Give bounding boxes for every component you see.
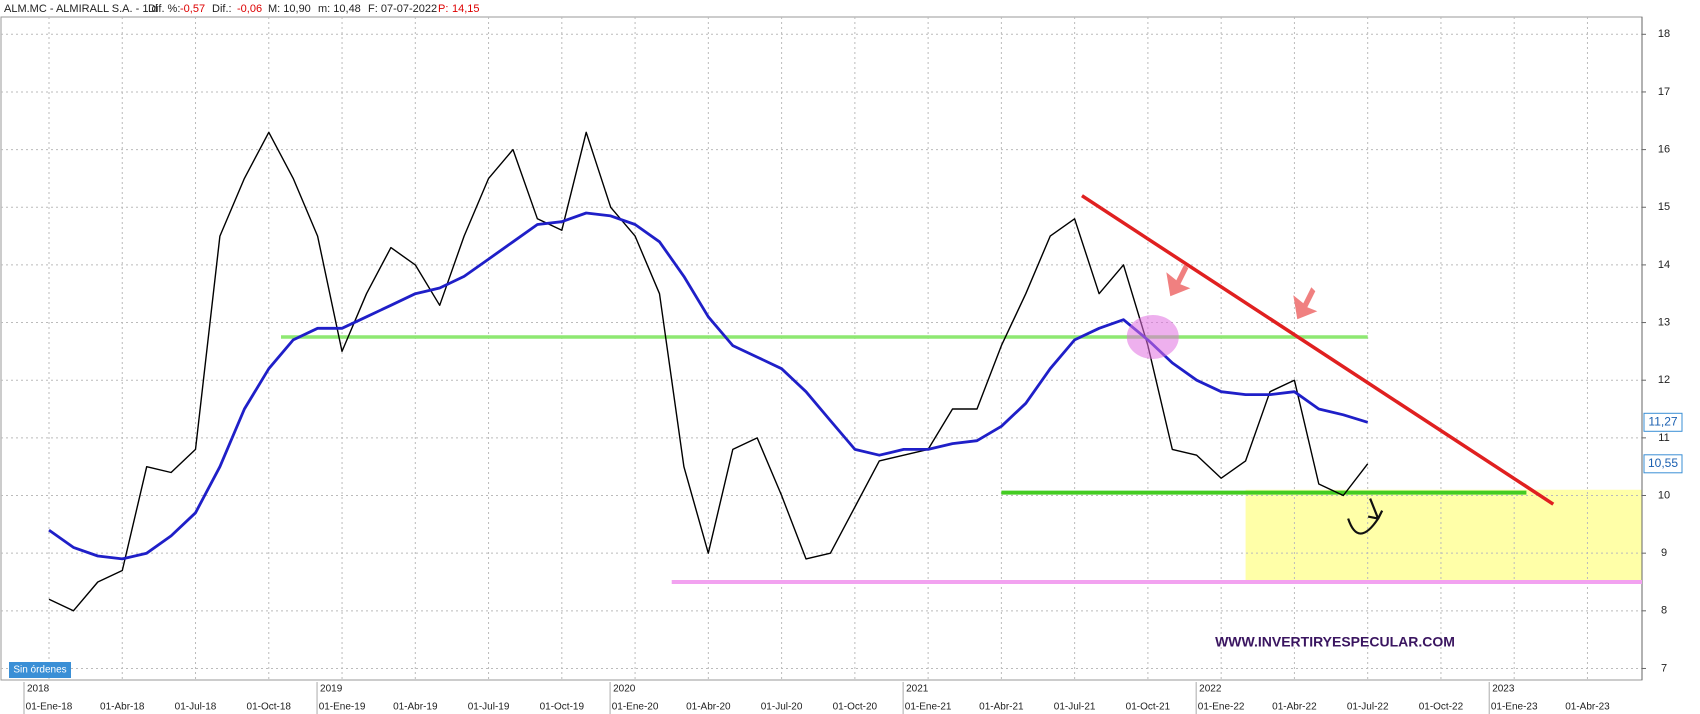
button-bg[interactable] <box>9 662 71 678</box>
x-tick-label: 01-Oct-19 <box>540 702 585 713</box>
x-tick-label: 01-Jul-20 <box>761 702 803 713</box>
x-tick-label: 01-Oct-20 <box>833 702 878 713</box>
value: 14,15 <box>452 3 480 15</box>
year-label: 2018 <box>27 684 50 695</box>
year-label: 2022 <box>1199 684 1222 695</box>
plot: 7 8 9 10 11 12 13 14 15 16 17 18 01-Ene-18 01-Abr-18 0… <box>1 17 1683 714</box>
year-label: 2021 <box>906 684 929 695</box>
x-tick-label: 01-Ene-21 <box>905 702 952 713</box>
y-tick-label: 8 <box>1661 605 1667 617</box>
symbol: ALM.MC - ALMIRALL S.A. - 1 d <box>4 3 158 15</box>
x-tick-label: 01-Ene-20 <box>612 702 659 713</box>
y-tick-label: 7 <box>1661 662 1667 674</box>
label: Dif.: <box>212 3 232 15</box>
support-zone <box>1245 489 1642 582</box>
trend-line <box>1081 194 1555 506</box>
x-tick-label: 01-Jul-19 <box>468 702 510 713</box>
y-tick-label: 15 <box>1658 201 1670 213</box>
x-tick-label: 01-Jul-21 <box>1054 702 1096 713</box>
y-tick-label: 14 <box>1658 259 1670 271</box>
x-tick-label: 01-Jul-18 <box>175 702 217 713</box>
x-tick-label: 01-Jul-22 <box>1347 702 1389 713</box>
end-value-box <box>1643 454 1683 474</box>
value: m: 10,48 <box>318 3 361 15</box>
arrow <box>1166 264 1191 297</box>
arrow <box>1293 287 1318 320</box>
value: M: 10,90 <box>268 3 311 15</box>
value: -0,57 <box>180 3 205 15</box>
x-tick-label: 01-Abr-21 <box>979 702 1024 713</box>
highlight-circle <box>1126 314 1179 359</box>
y-tick-label: 10 <box>1658 489 1670 501</box>
year-label: 2020 <box>613 684 636 695</box>
year-label: 2019 <box>320 684 343 695</box>
end-value-box <box>1643 412 1683 432</box>
x-tick-label: 01-Oct-18 <box>247 702 292 713</box>
value: F: 07-07-2022 <box>368 3 437 15</box>
y-tick-label: 12 <box>1658 374 1670 386</box>
x-tick-label: 01-Abr-23 <box>1565 702 1610 713</box>
curved-arrow <box>1347 498 1384 535</box>
year-label: 2023 <box>1492 684 1515 695</box>
y-tick-label: 9 <box>1661 547 1667 559</box>
header: ALM.MC - ALMIRALL S.A. - 1 d Dif. %: -0,… <box>4 3 480 15</box>
label: P: <box>438 3 448 15</box>
value: -0,06 <box>237 3 262 15</box>
x-tick-label: 01-Ene-23 <box>1491 702 1538 713</box>
y-tick-label: 11 <box>1658 432 1669 444</box>
y-tick-label: 13 <box>1658 316 1670 328</box>
x-tick-label: 01-Ene-22 <box>1198 702 1245 713</box>
x-tick-label: 01-Oct-21 <box>1126 702 1171 713</box>
y-tick-label: 17 <box>1658 86 1670 98</box>
label: Dif. %: <box>148 3 180 15</box>
x-tick-label: 01-Abr-20 <box>686 702 731 713</box>
watermark: WWW.INVERTIRYESPECULAR.COM <box>1215 634 1455 650</box>
x-tick-label: 01-Oct-22 <box>1419 702 1464 713</box>
x-tick-label: 01-Abr-22 <box>1272 702 1317 713</box>
x-tick-label: 01-Abr-19 <box>393 702 438 713</box>
button[interactable]: Sin órdenes <box>13 665 66 676</box>
y-tick-label: 16 <box>1658 144 1670 156</box>
x-tick-label: 01-Ene-19 <box>319 702 366 713</box>
y-tick-label: 18 <box>1658 28 1670 40</box>
x-tick-label: 01-Abr-18 <box>100 702 145 713</box>
end-value-label: 10,55 <box>1648 456 1678 470</box>
x-tick-label: 01-Ene-18 <box>26 702 73 713</box>
end-value-label: 11,27 <box>1648 414 1677 428</box>
